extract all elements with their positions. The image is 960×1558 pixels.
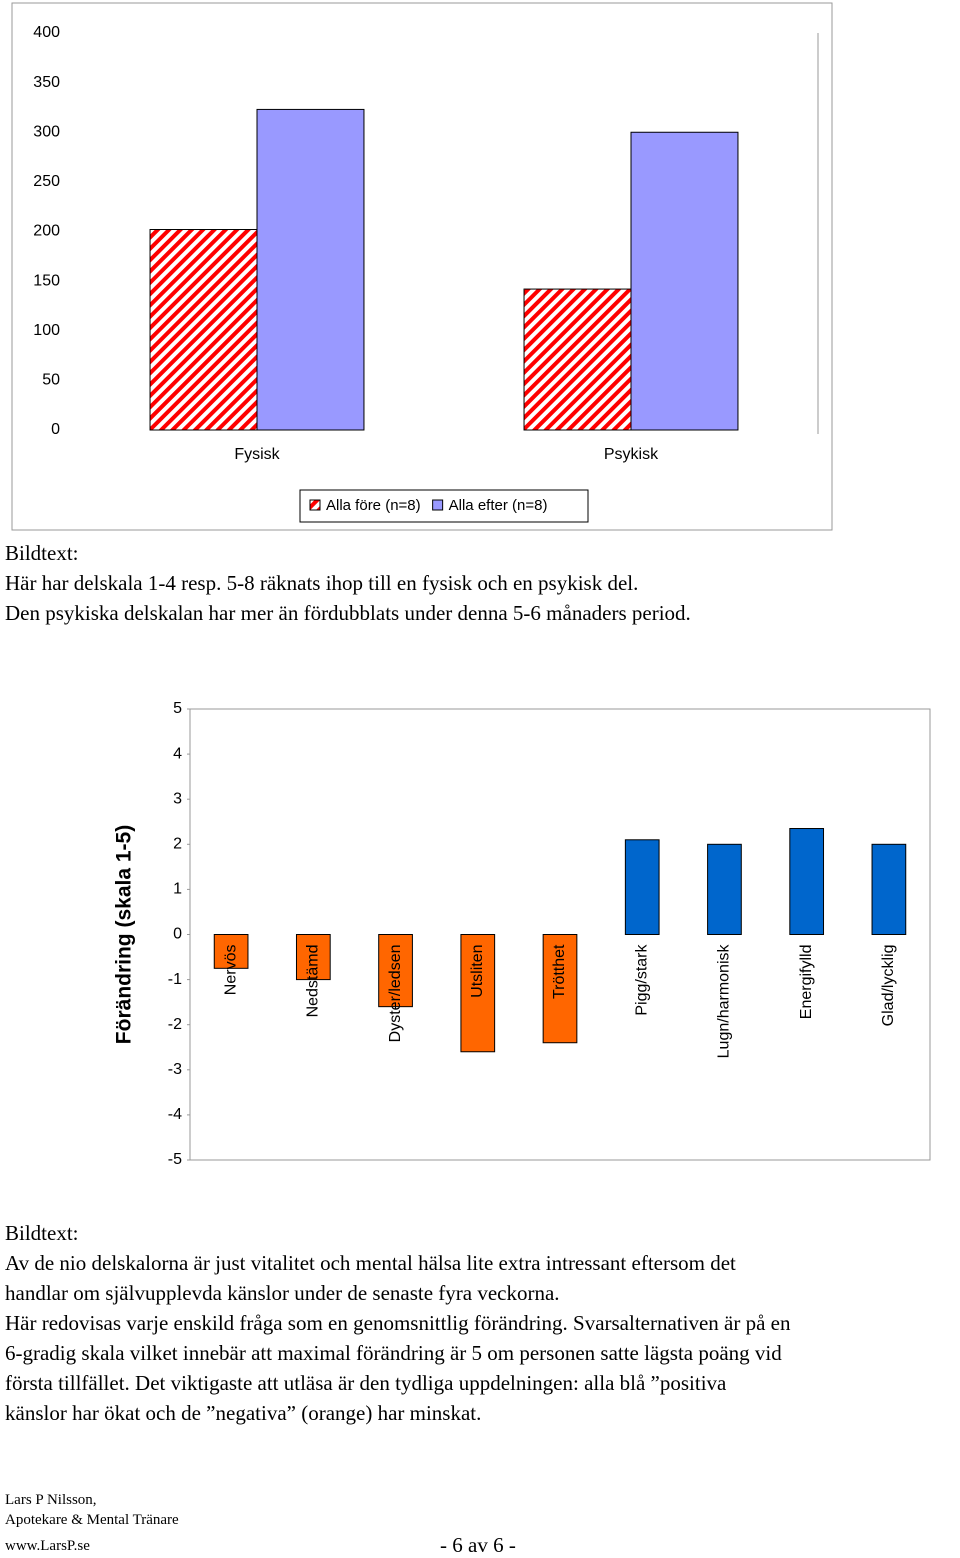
y-tick-label: -5	[168, 1151, 182, 1168]
y-tick-label: 50	[42, 372, 60, 389]
bar	[707, 843, 742, 935]
caption-line: Här har delskala 1-4 resp. 5-8 räknats i…	[5, 571, 639, 595]
legend-box	[299, 489, 589, 523]
bar	[213, 934, 249, 969]
y-tick-label: 4	[173, 745, 182, 762]
caption-2: Bildtext: Av de nio delskalorna är just …	[5, 1218, 791, 1428]
caption-line: första tillfället. Det viktigaste att ut…	[5, 1371, 727, 1395]
category-label: Nervös	[222, 945, 239, 996]
x-tick-label: Fysisk	[234, 446, 280, 463]
y-tick-label: 0	[173, 926, 182, 943]
y-tick-label: -2	[168, 1016, 182, 1033]
bar	[871, 843, 907, 935]
y-tick-label: 400	[33, 24, 60, 41]
caption-line: Av de nio delskalorna är just vitalitet …	[5, 1251, 736, 1275]
caption-line: Här redovisas varje enskild fråga som en…	[5, 1311, 791, 1335]
category-label: Trötthet	[551, 944, 568, 999]
caption-line: 6-gradig skala vilket innebär att maxima…	[5, 1341, 782, 1365]
footer-site: www.LarsP.se	[5, 1538, 90, 1554]
bar	[523, 288, 632, 431]
category-label: Utsliten	[469, 945, 486, 998]
y-tick-label: -1	[168, 971, 182, 988]
caption-label: Bildtext:	[5, 1221, 79, 1245]
caption-line: handlar om självupplevda känslor under d…	[5, 1281, 560, 1305]
y-tick-label: 0	[51, 421, 60, 438]
y-tick-label: 100	[33, 322, 60, 339]
y-tick-label: 2	[173, 836, 182, 853]
y-tick-label: 5	[173, 700, 182, 717]
bar	[542, 934, 578, 1044]
footer-role: Apotekare & Mental Tränare	[5, 1512, 179, 1528]
bar	[295, 934, 331, 981]
y-tick-label: 350	[33, 74, 60, 91]
bar	[624, 839, 660, 935]
category-label: Pigg/stark	[633, 944, 650, 1016]
legend-swatch	[432, 499, 444, 511]
y-axis-title: Förändring (skala 1-5)	[113, 825, 136, 1044]
bar	[149, 229, 258, 431]
y-tick-label: 3	[173, 790, 182, 807]
bar	[460, 934, 496, 1053]
category-label: Glad/lycklig	[880, 945, 897, 1027]
y-tick-label: -4	[168, 1106, 182, 1123]
bar	[256, 108, 365, 431]
legend-label: Alla efter (n=8)	[449, 497, 548, 514]
y-tick-label: 250	[33, 173, 60, 190]
bar	[378, 934, 413, 1008]
caption-line: Den psykiska delskalan har mer än fördub…	[5, 601, 691, 625]
category-label: Nedstämd	[305, 945, 322, 1018]
footer-author: Lars P Nilsson,	[5, 1492, 97, 1508]
chart-fysisk-psykisk: 0 50 100 150 200 250 300 350 400 Fysisk Psykisk All…	[11, 2, 833, 531]
caption-line: känslor har ökat och de ”negativa” (oran…	[5, 1401, 482, 1425]
category-label: Energifylld	[798, 945, 815, 1020]
y-tick-label: -3	[168, 1061, 182, 1078]
caption-label: Bildtext:	[5, 541, 79, 565]
footer-page: - 6 av 6 -	[440, 1533, 516, 1557]
y-tick-label: 200	[33, 223, 60, 240]
category-label: Dyster/ledsen	[387, 945, 404, 1043]
y-tick-label: 1	[173, 881, 182, 898]
bar	[789, 828, 825, 935]
legend-label: Alla före (n=8)	[326, 497, 421, 514]
y-tick-label: 150	[33, 272, 60, 289]
legend-swatch	[309, 499, 321, 511]
chart-forandring: 5 4 3 2 1 0 -1 -2 -3 -4 -5 Förändring (skala 1-5) Ne…	[113, 700, 931, 1168]
x-tick-label: Psykisk	[604, 446, 659, 463]
bar	[630, 131, 739, 431]
y-tick-label: 300	[33, 123, 60, 140]
category-label: Lugn/harmonisk	[716, 944, 733, 1059]
caption-1: Bildtext: Här har delskala 1-4 resp. 5-8…	[5, 538, 691, 628]
chart-frame	[11, 2, 833, 531]
